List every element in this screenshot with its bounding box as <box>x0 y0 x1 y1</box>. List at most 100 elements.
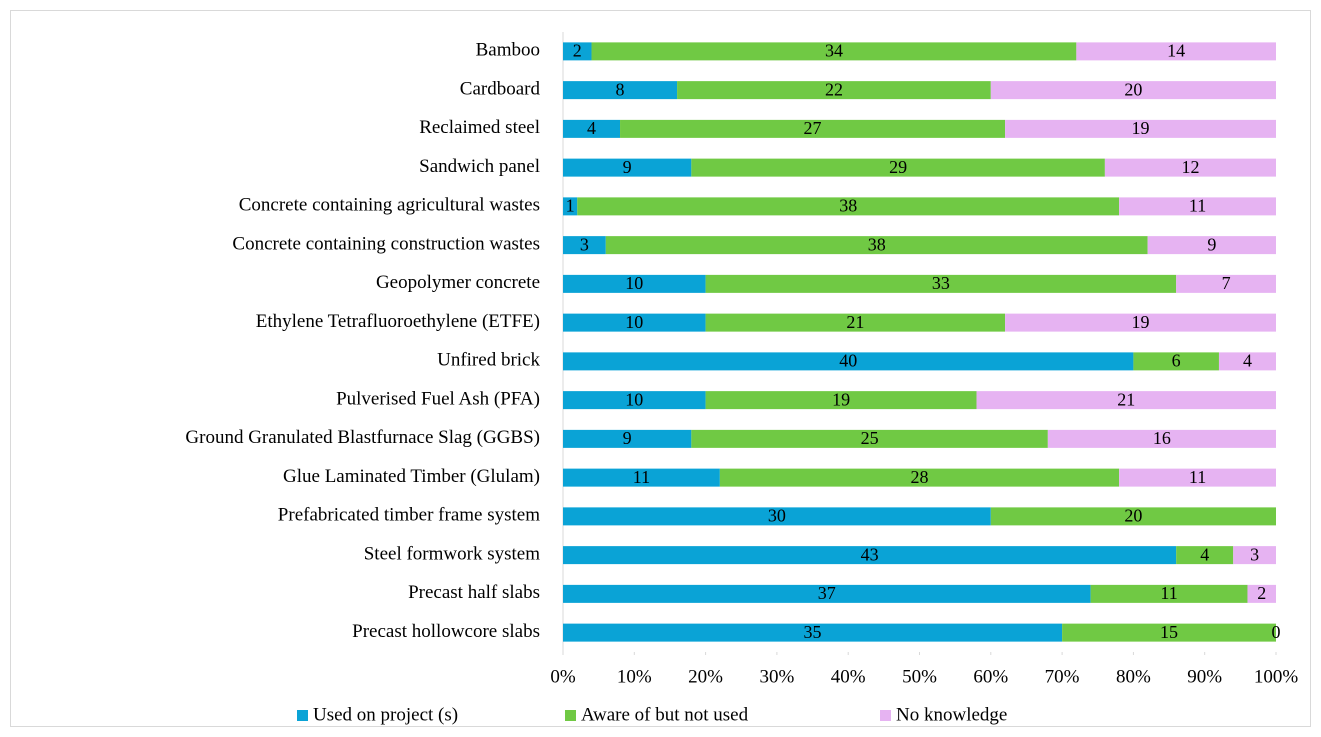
category-label: Unfired brick <box>437 350 540 371</box>
data-label: 34 <box>825 41 843 61</box>
bar-segment <box>563 119 621 138</box>
x-tick-label: 70% <box>1045 666 1080 687</box>
data-label: 29 <box>889 157 907 177</box>
bar-segment <box>1005 119 1276 138</box>
bar-segment <box>719 468 1120 487</box>
bar-segment <box>990 81 1276 100</box>
data-label: 11 <box>1160 583 1177 603</box>
bar-segment <box>563 429 692 448</box>
x-tick-label: 100% <box>1254 666 1299 687</box>
bar-segment <box>563 468 720 487</box>
data-label: 19 <box>1132 312 1150 332</box>
data-label: 38 <box>839 196 857 216</box>
data-label: 30 <box>768 506 786 526</box>
category-label: Precast half slabs <box>408 582 540 603</box>
category-label: Ground Granulated Blastfurnace Slag (GGB… <box>185 427 540 448</box>
category-label: Sandwich panel <box>419 156 540 177</box>
bar-segment <box>563 42 592 61</box>
bar-segment <box>1176 274 1276 293</box>
category-label: Cardboard <box>460 78 541 99</box>
bar-segment <box>563 352 1134 371</box>
data-label: 19 <box>832 389 850 409</box>
bar-segment <box>1062 623 1276 642</box>
data-label: 0 <box>1272 622 1281 642</box>
data-label: 14 <box>1167 41 1185 61</box>
x-tick-label: 30% <box>759 666 794 687</box>
data-label: 22 <box>825 79 843 99</box>
bar-segment <box>1119 468 1276 487</box>
data-label: 4 <box>1200 544 1209 564</box>
data-label: 43 <box>861 544 879 564</box>
legend-swatch <box>297 710 308 721</box>
bar-segment <box>563 507 991 526</box>
category-label: Steel formwork system <box>364 543 540 564</box>
bar-segment <box>1005 313 1276 332</box>
data-label: 16 <box>1153 428 1171 448</box>
data-label: 37 <box>818 583 836 603</box>
x-tick-label: 0% <box>550 666 576 687</box>
bar-segment <box>1176 546 1234 565</box>
bar-segment <box>705 274 1177 293</box>
data-label: 20 <box>1124 506 1142 526</box>
bar-segment <box>563 391 706 410</box>
data-label: 3 <box>1250 544 1259 564</box>
bar-segment <box>563 313 706 332</box>
x-tick-label: 50% <box>902 666 937 687</box>
category-label: Glue Laminated Timber (Glulam) <box>283 466 540 487</box>
data-label: 6 <box>1172 351 1181 371</box>
legend-label: Used on project (s) <box>313 704 458 725</box>
data-label: 9 <box>1207 234 1216 254</box>
bar-segment <box>1218 352 1276 371</box>
data-label: 2 <box>1257 583 1266 603</box>
x-tick-label: 40% <box>831 666 866 687</box>
bar-segment <box>1047 429 1276 448</box>
x-tick-label: 10% <box>617 666 652 687</box>
data-label: 15 <box>1160 622 1178 642</box>
bar-segment <box>563 584 1091 603</box>
x-tick-label: 90% <box>1187 666 1222 687</box>
bar-segment <box>1133 352 1219 371</box>
bar-segment <box>1247 584 1276 603</box>
bar-segment <box>691 429 1048 448</box>
data-label: 20 <box>1124 79 1142 99</box>
category-label: Pulverised Fuel Ash (PFA) <box>336 388 540 409</box>
bar-segment <box>705 391 977 410</box>
data-label: 10 <box>625 312 643 332</box>
category-label: Geopolymer concrete <box>376 272 540 293</box>
bar-segment <box>563 81 678 100</box>
bar-segment <box>705 313 1006 332</box>
category-label: Precast hollowcore slabs <box>352 621 540 642</box>
bar-segment <box>691 158 1105 177</box>
data-label: 33 <box>932 273 950 293</box>
legend-label: No knowledge <box>896 704 1007 725</box>
data-label: 10 <box>625 389 643 409</box>
category-label: Reclaimed steel <box>419 117 540 138</box>
bar-segment <box>1090 584 1248 603</box>
bar-segment <box>591 42 1077 61</box>
data-label: 21 <box>846 312 864 332</box>
data-label: 4 <box>1243 351 1252 371</box>
data-label: 1 <box>566 196 575 216</box>
bar-segment <box>990 507 1276 526</box>
data-label: 21 <box>1117 389 1135 409</box>
bar-segment <box>577 197 1120 216</box>
category-label: Prefabricated timber frame system <box>278 505 540 526</box>
data-label: 11 <box>633 467 650 487</box>
bar-segment <box>1233 546 1276 565</box>
bar-segment <box>563 197 578 216</box>
category-label: Concrete containing construction wastes <box>232 233 540 254</box>
data-label: 8 <box>616 79 625 99</box>
legend-swatch <box>565 710 576 721</box>
bar-segment <box>563 236 606 255</box>
data-label: 4 <box>587 118 596 138</box>
data-label: 38 <box>868 234 886 254</box>
data-label: 35 <box>804 622 822 642</box>
data-label: 40 <box>839 351 857 371</box>
legend-label: Aware of but not used <box>581 704 749 725</box>
x-tick-label: 80% <box>1116 666 1151 687</box>
bar-segment <box>563 623 1063 642</box>
bar-segment <box>605 236 1148 255</box>
category-label: Bamboo <box>476 40 540 61</box>
data-label: 12 <box>1181 157 1199 177</box>
